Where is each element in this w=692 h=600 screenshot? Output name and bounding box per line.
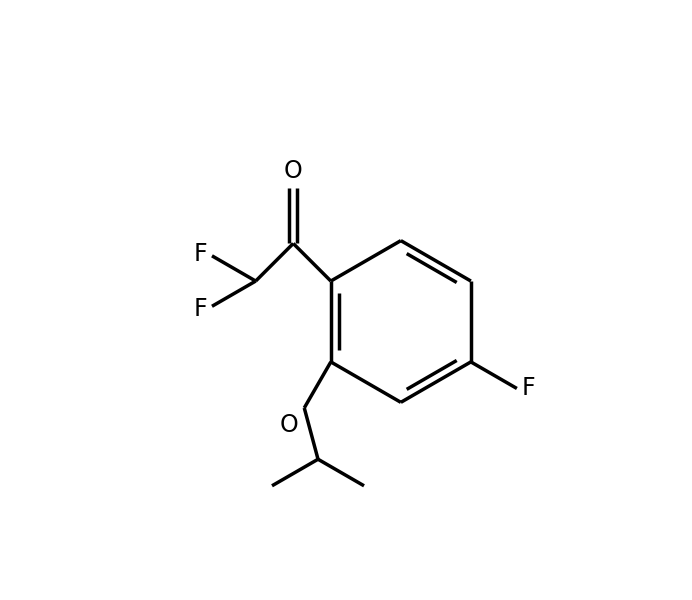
Text: F: F [194,296,208,320]
Text: F: F [522,376,535,400]
Text: O: O [284,159,302,183]
Text: F: F [194,242,208,266]
Text: O: O [280,413,299,437]
